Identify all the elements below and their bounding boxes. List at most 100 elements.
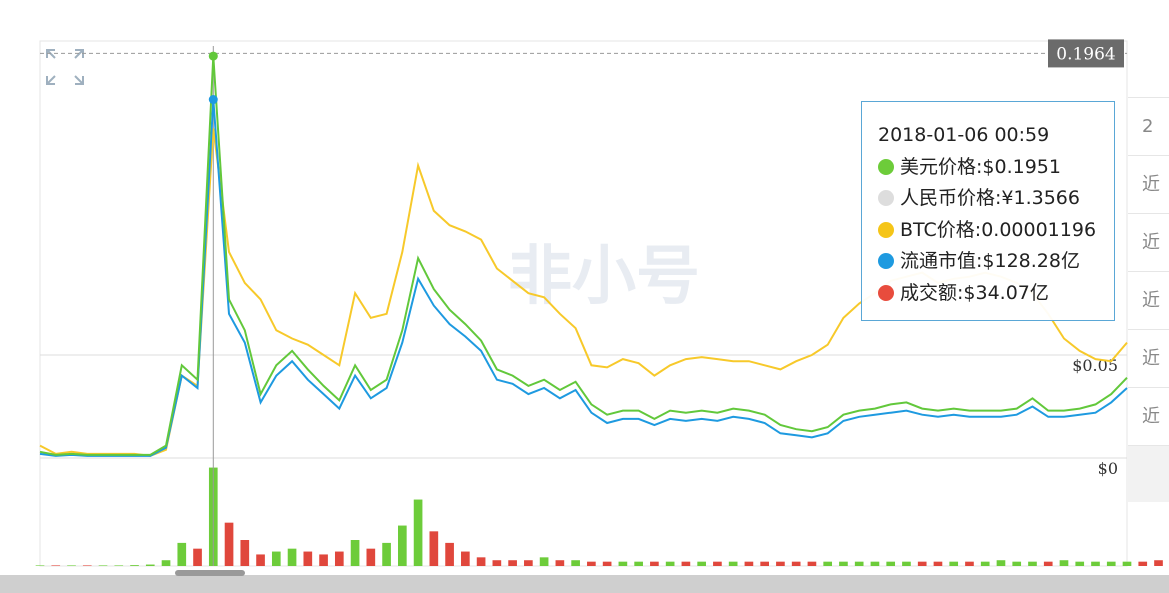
volume-bar xyxy=(807,561,817,566)
volume-bar xyxy=(776,561,785,566)
volume-bar xyxy=(35,565,45,566)
volume-bar xyxy=(224,522,234,566)
volume-bar xyxy=(618,561,628,566)
volume-bar xyxy=(145,564,155,566)
volume-bar xyxy=(650,561,659,566)
tooltip-dot xyxy=(878,158,894,175)
volume-bar xyxy=(949,561,959,566)
volume-bar xyxy=(476,557,486,566)
side-cell: 近 xyxy=(1128,329,1169,387)
volume-bar xyxy=(634,561,643,566)
volume-bar xyxy=(713,561,722,566)
tooltip-text: 美元价格:$0.1951 xyxy=(900,155,1061,178)
volume-bar xyxy=(1075,561,1085,566)
tooltip-dot xyxy=(878,221,894,238)
volume-bar xyxy=(587,561,596,566)
volume-bar xyxy=(413,499,423,566)
hover-dot xyxy=(208,51,218,61)
volume-bar xyxy=(602,561,612,566)
volume-bar xyxy=(665,561,675,566)
volume-bar xyxy=(823,561,833,566)
volume-bar xyxy=(1043,561,1053,566)
volume-bar xyxy=(366,548,376,566)
volume-bar xyxy=(1122,561,1132,566)
volume-bar xyxy=(51,565,61,566)
volume-bar xyxy=(1106,561,1116,566)
volume-bar xyxy=(697,561,706,566)
side-cell: 近 xyxy=(1128,271,1169,329)
volume-bar xyxy=(571,560,580,566)
volume-bar xyxy=(429,531,439,566)
price-line xyxy=(39,56,1128,456)
volume-bar xyxy=(492,560,502,566)
volume-bar xyxy=(67,565,76,566)
volume-bar xyxy=(350,540,360,566)
volume-bar xyxy=(539,557,549,566)
volume-bar xyxy=(524,560,533,566)
volume-bar xyxy=(177,542,187,566)
volume-bar xyxy=(760,561,769,566)
tooltip-dot xyxy=(878,253,894,269)
tooltip-row: 成交额:$34.07亿 xyxy=(878,278,1114,310)
volume-bar xyxy=(1012,561,1022,566)
volume-bar xyxy=(791,561,801,566)
volume-bar xyxy=(744,561,754,566)
volume-bar xyxy=(933,561,943,566)
volume-bar xyxy=(681,561,691,566)
volume-bar xyxy=(508,560,517,566)
tooltip-row: 流通市值:$128.28亿 xyxy=(878,246,1114,278)
scrollbar[interactable] xyxy=(0,575,1169,593)
volume-bar xyxy=(382,542,391,566)
tooltip-dot xyxy=(878,284,894,301)
volume-bar xyxy=(287,548,297,566)
volume-bar xyxy=(303,551,313,566)
volume-bar xyxy=(1028,561,1037,566)
volume-bar xyxy=(854,561,864,566)
volume-bar xyxy=(555,560,565,566)
volume-bar xyxy=(193,548,202,566)
volume-bar xyxy=(130,565,139,566)
side-cell: 近 xyxy=(1128,155,1169,213)
plot-frame xyxy=(39,40,1128,567)
watermark: 非小号 xyxy=(508,240,700,314)
volume-bar xyxy=(902,561,911,566)
hover-dot xyxy=(208,95,218,105)
volume-bar xyxy=(398,525,407,566)
tooltip-text: 人民币价格:¥1.3566 xyxy=(900,187,1080,209)
volume-bar xyxy=(445,542,454,566)
volume-bar xyxy=(256,554,265,566)
volume-bar xyxy=(161,560,171,566)
side-cell: 近 xyxy=(1128,387,1169,445)
volume-bar xyxy=(98,565,108,566)
side-footer xyxy=(1128,445,1169,502)
volume-bar xyxy=(980,561,990,566)
volume-bar xyxy=(839,561,848,566)
volume-bar xyxy=(461,551,470,566)
tooltip-row: 美元价格:$0.1951 xyxy=(878,152,1114,184)
volume-bar xyxy=(114,565,124,566)
volume-bar xyxy=(1138,561,1148,566)
volume-bar xyxy=(1091,561,1100,566)
volume-bar xyxy=(728,561,738,566)
volume-bar xyxy=(870,561,880,566)
volume-bar xyxy=(1059,560,1069,566)
side-cell: 近 xyxy=(1128,213,1169,271)
tooltip-row: 人民币价格:¥1.3566 xyxy=(878,183,1114,215)
volume-bar xyxy=(965,561,974,566)
tooltip-text: BTC价格:0.00001196 xyxy=(900,218,1097,241)
volume-bar xyxy=(271,551,281,566)
expand-icon[interactable] xyxy=(46,49,84,85)
tooltip-text: 流通市值:$128.28亿 xyxy=(900,250,1080,272)
crosshair-label-text: 0.1964 xyxy=(1056,44,1115,64)
tooltip: 2018-01-06 00:59 美元价格:$0.1951 人民币价格:¥1.35… xyxy=(861,101,1115,321)
tooltip-row: BTC价格:0.00001196 xyxy=(878,215,1114,247)
crosshair-label-bg xyxy=(1048,39,1124,68)
side-cell: 2 xyxy=(1128,97,1169,155)
volume-bar xyxy=(886,561,896,566)
volume-bar xyxy=(996,560,1006,566)
volume-bar xyxy=(334,551,344,566)
crosshair-label: 0.1964 xyxy=(1048,39,1124,68)
scroll-handle[interactable] xyxy=(175,570,245,576)
tooltip-text: 成交额:$34.07亿 xyxy=(900,281,1049,304)
